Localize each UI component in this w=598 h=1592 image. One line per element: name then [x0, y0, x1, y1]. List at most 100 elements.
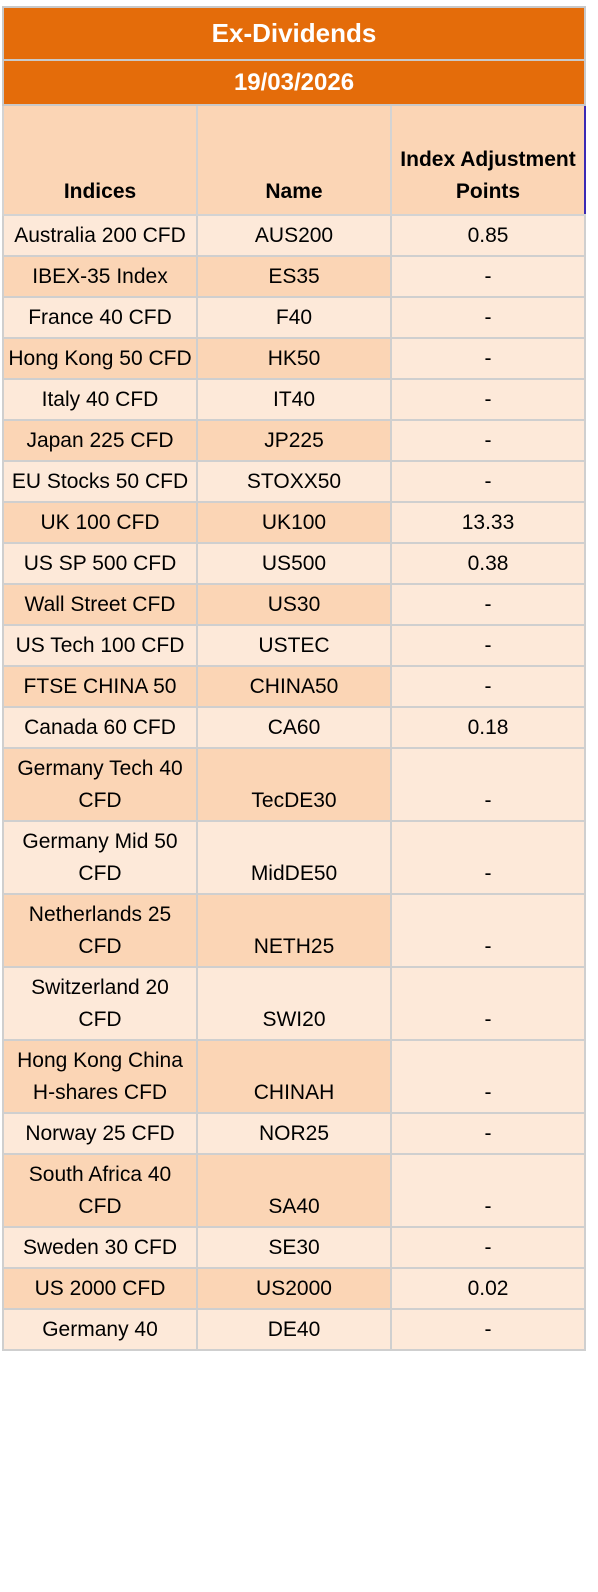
- table-row: Switzerland 20 CFD SWI20-: [2, 966, 586, 1041]
- index-cell: FTSE CHINA 50: [2, 665, 198, 708]
- adjustment-points-cell: -: [390, 1153, 586, 1228]
- table-row: South Africa 40 CFD SA40-: [2, 1153, 586, 1228]
- table-row: Italy 40 CFD IT40-: [2, 378, 586, 421]
- table-row: Canada 60 CFD CA60 0.18: [2, 706, 586, 749]
- index-cell: Sweden 30 CFD: [2, 1226, 198, 1269]
- column-header-indices: Indices: [2, 104, 198, 216]
- name-cell: US2000: [196, 1267, 392, 1310]
- name-cell: ES35: [196, 255, 392, 298]
- index-cell: Hong Kong China H-shares CFD: [2, 1039, 198, 1114]
- adjustment-points-cell: -: [390, 624, 586, 667]
- adjustment-points-cell: 13.33: [390, 501, 586, 544]
- adjustment-points-cell: -: [390, 966, 586, 1041]
- table-date: 19/03/2026: [2, 59, 586, 106]
- table-row: Hong Kong China H-shares CFD CHINAH -: [2, 1039, 586, 1114]
- table-row: EU Stocks 50 CFD STOXX50-: [2, 460, 586, 503]
- table-row: US 2000 CFD US2000 0.02: [2, 1267, 586, 1310]
- adjustment-points-cell: -: [390, 460, 586, 503]
- adjustment-points-cell: -: [390, 337, 586, 380]
- adjustment-points-cell: -: [390, 1039, 586, 1114]
- index-cell: Japan 225 CFD: [2, 419, 198, 462]
- name-cell: F40: [196, 296, 392, 339]
- name-cell: IT40: [196, 378, 392, 421]
- index-cell: Germany Mid 50 CFD: [2, 820, 198, 895]
- index-cell: Switzerland 20 CFD: [2, 966, 198, 1041]
- adjustment-points-cell: -: [390, 255, 586, 298]
- index-cell: UK 100 CFD: [2, 501, 198, 544]
- name-cell: STOXX50: [196, 460, 392, 503]
- index-cell: US Tech 100 CFD: [2, 624, 198, 667]
- adjustment-points-cell: 0.85: [390, 214, 586, 257]
- name-cell: UK100: [196, 501, 392, 544]
- adjustment-points-cell: -: [390, 1308, 586, 1351]
- name-cell: NOR25: [196, 1112, 392, 1155]
- name-cell: HK50: [196, 337, 392, 380]
- table-title: Ex-Dividends: [2, 6, 586, 61]
- index-cell: Norway 25 CFD: [2, 1112, 198, 1155]
- table-row: Germany Tech 40 CFD TecDE30-: [2, 747, 586, 822]
- adjustment-points-cell: -: [390, 747, 586, 822]
- name-cell: JP225: [196, 419, 392, 462]
- table-row: Norway 25 CFD NOR25-: [2, 1112, 586, 1155]
- adjustment-points-cell: -: [390, 583, 586, 626]
- table-row: Australia 200 CFD AUS200 0.85: [2, 214, 586, 257]
- name-cell: DE40: [196, 1308, 392, 1351]
- table-row: Hong Kong 50 CFD HK50-: [2, 337, 586, 380]
- name-cell: US30: [196, 583, 392, 626]
- column-header-name: Name: [196, 104, 392, 216]
- index-cell: Australia 200 CFD: [2, 214, 198, 257]
- adjustment-points-cell: 0.38: [390, 542, 586, 585]
- name-cell: AUS200: [196, 214, 392, 257]
- adjustment-points-cell: -: [390, 820, 586, 895]
- adjustment-points-cell: 0.02: [390, 1267, 586, 1310]
- name-cell: CHINAH: [196, 1039, 392, 1114]
- table-row: Wall Street CFD US30-: [2, 583, 586, 626]
- ex-dividends-sheet: Ex-Dividends 19/03/2026 Indices Name Ind…: [2, 6, 586, 1351]
- adjustment-points-cell: -: [390, 665, 586, 708]
- index-cell: IBEX-35 Index: [2, 255, 198, 298]
- adjustment-points-cell: -: [390, 378, 586, 421]
- table-body: Australia 200 CFD AUS200 0.85 IBEX-35 Index…: [2, 214, 586, 1351]
- table-row: FTSE CHINA 50 CHINA50-: [2, 665, 586, 708]
- index-cell: South Africa 40 CFD: [2, 1153, 198, 1228]
- table-row: Japan 225 CFD JP225-: [2, 419, 586, 462]
- index-cell: Germany 40: [2, 1308, 198, 1351]
- ex-dividends-table: Ex-Dividends 19/03/2026 Indices Name Ind…: [2, 6, 586, 1351]
- table-row: Netherlands 25 CFD NETH25-: [2, 893, 586, 968]
- name-cell: SA40: [196, 1153, 392, 1228]
- name-cell: SWI20: [196, 966, 392, 1041]
- name-cell: NETH25: [196, 893, 392, 968]
- table-row: US SP 500 CFD US500 0.38: [2, 542, 586, 585]
- name-cell: MidDE50: [196, 820, 392, 895]
- index-cell: US 2000 CFD: [2, 1267, 198, 1310]
- table-row: Sweden 30 CFD SE30-: [2, 1226, 586, 1269]
- table-row: Germany Mid 50 CFD MidDE50-: [2, 820, 586, 895]
- column-header-adjustment-points: Index Adjustment Points: [390, 104, 586, 216]
- table-row: US Tech 100 CFD USTEC -: [2, 624, 586, 667]
- name-cell: USTEC: [196, 624, 392, 667]
- index-cell: Germany Tech 40 CFD: [2, 747, 198, 822]
- adjustment-points-cell: 0.18: [390, 706, 586, 749]
- index-cell: Hong Kong 50 CFD: [2, 337, 198, 380]
- table-row: Germany 40 DE40-: [2, 1308, 586, 1351]
- table-row: IBEX-35 Index ES35-: [2, 255, 586, 298]
- table-row: France 40 CFD F40-: [2, 296, 586, 339]
- index-cell: France 40 CFD: [2, 296, 198, 339]
- index-cell: Canada 60 CFD: [2, 706, 198, 749]
- index-cell: EU Stocks 50 CFD: [2, 460, 198, 503]
- index-cell: Wall Street CFD: [2, 583, 198, 626]
- table-row: UK 100 CFD UK100 13.33: [2, 501, 586, 544]
- adjustment-points-cell: -: [390, 1112, 586, 1155]
- name-cell: CA60: [196, 706, 392, 749]
- adjustment-points-cell: -: [390, 296, 586, 339]
- adjustment-points-cell: -: [390, 1226, 586, 1269]
- adjustment-points-cell: -: [390, 419, 586, 462]
- index-cell: Netherlands 25 CFD: [2, 893, 198, 968]
- adjustment-points-cell: -: [390, 893, 586, 968]
- name-cell: CHINA50: [196, 665, 392, 708]
- name-cell: SE30: [196, 1226, 392, 1269]
- name-cell: TecDE30: [196, 747, 392, 822]
- index-cell: US SP 500 CFD: [2, 542, 198, 585]
- index-cell: Italy 40 CFD: [2, 378, 198, 421]
- name-cell: US500: [196, 542, 392, 585]
